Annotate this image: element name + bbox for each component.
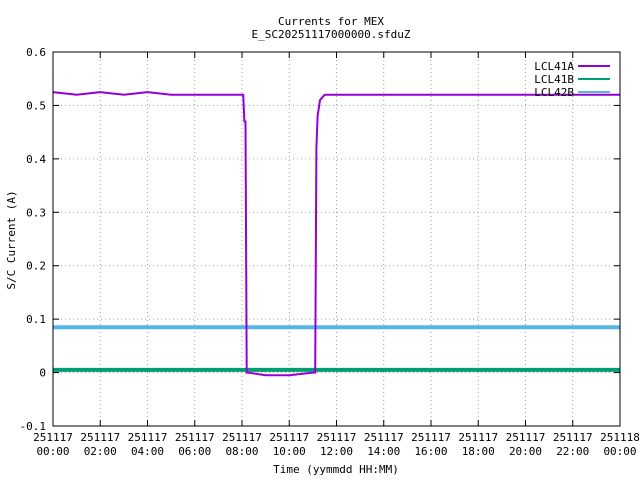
x-tick-labels: 25111700:0025111702:0025111704:002511170… — [33, 431, 640, 458]
x-tick-time: 12:00 — [320, 445, 353, 458]
legend-label-lcl41b: LCL41B — [534, 73, 574, 86]
x-tick-time: 14:00 — [367, 445, 400, 458]
x-tick-date: 251117 — [269, 431, 309, 444]
x-tick-date: 251117 — [128, 431, 168, 444]
y-tick-labels: -0.1 0 0.1 0.2 0.3 0.4 0.5 0.6 — [20, 46, 47, 433]
x-tick-date: 251117 — [33, 431, 73, 444]
x-tick-time: 04:00 — [131, 445, 164, 458]
y-tick-label: 0.2 — [26, 260, 46, 273]
x-tick-time: 22:00 — [556, 445, 589, 458]
legend-label-lcl42b: LCL42B — [534, 86, 574, 99]
x-tick-time: 02:00 — [84, 445, 117, 458]
x-tick-time: 16:00 — [414, 445, 447, 458]
x-tick-time: 10:00 — [273, 445, 306, 458]
chart-title: Currents for MEX — [278, 15, 384, 28]
y-tick-label: -0.1 — [20, 420, 47, 433]
x-tick-date: 251117 — [175, 431, 215, 444]
tick-marks — [52, 51, 621, 427]
y-axis-label: S/C Current (A) — [5, 190, 18, 289]
series-layer — [52, 91, 620, 377]
x-tick-date: 251117 — [222, 431, 262, 444]
y-tick-label: 0.4 — [26, 153, 46, 166]
x-tick-date: 251117 — [364, 431, 404, 444]
x-tick-date: 251117 — [458, 431, 498, 444]
legend-label-lcl41a: LCL41A — [534, 60, 574, 73]
y-tick-label: 0.3 — [26, 206, 46, 219]
x-tick-time: 00:00 — [36, 445, 69, 458]
x-tick-time: 08:00 — [225, 445, 258, 458]
x-tick-date: 251117 — [553, 431, 593, 444]
x-tick-time: 06:00 — [178, 445, 211, 458]
y-tick-label: 0.1 — [26, 313, 46, 326]
x-tick-date: 251118 — [600, 431, 640, 444]
series-line-lcl41a — [52, 91, 620, 377]
x-tick-time: 00:00 — [603, 445, 636, 458]
x-tick-time: 20:00 — [509, 445, 542, 458]
y-tick-label: 0.5 — [26, 99, 46, 112]
x-axis-label: Time (yymmdd HH:MM) — [273, 463, 399, 476]
y-tick-label: 0.6 — [26, 46, 46, 59]
x-tick-date: 251117 — [80, 431, 120, 444]
x-tick-date: 251117 — [317, 431, 357, 444]
x-tick-date: 251117 — [506, 431, 546, 444]
x-tick-time: 18:00 — [462, 445, 495, 458]
chart-subtitle: E_SC20251117000000.sfduZ — [252, 28, 411, 41]
y-tick-label: 0 — [39, 367, 46, 380]
grid-lines — [53, 52, 620, 426]
x-tick-date: 251117 — [411, 431, 451, 444]
